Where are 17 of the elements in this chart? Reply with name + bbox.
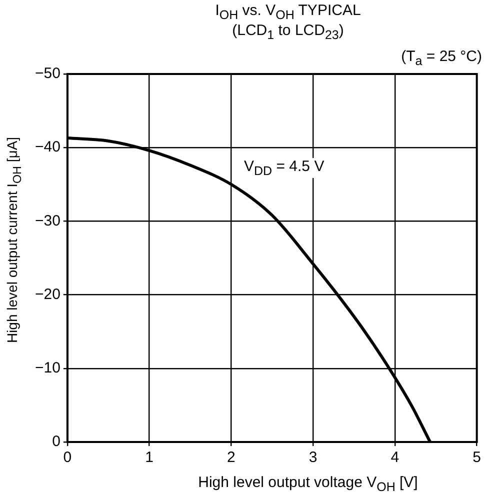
y-tick-label: −10	[34, 360, 60, 377]
y-tick-label: 0	[52, 433, 60, 450]
x-tick-label: 3	[308, 449, 318, 466]
y-tick-label: −40	[34, 138, 60, 156]
x-tick-label: 2	[227, 449, 236, 466]
chart-subtitle: (LCD$_{1}$ to LCD$_{23}$)	[231, 22, 345, 42]
x-axis-title: High level output voltage V$_{OH}$ [V]	[197, 474, 419, 494]
y-tick-label: −20	[34, 286, 60, 303]
x-tick-label: 1	[145, 449, 154, 466]
x-tick-label: 5	[472, 449, 481, 466]
y-tick-label: −30	[34, 212, 60, 230]
annotation: V$_{DD}$ = 4.5 V	[242, 158, 326, 178]
x-tick-label: 4	[390, 449, 400, 466]
chart-title: I$_{OH}$ vs. V$_{OH}$ TYPICAL	[214, 2, 362, 22]
x-tick-label: 0	[63, 449, 72, 466]
text: (T$_{a}$ = 25 °C)	[401, 48, 482, 68]
y-tick-label: −50	[34, 65, 60, 82]
